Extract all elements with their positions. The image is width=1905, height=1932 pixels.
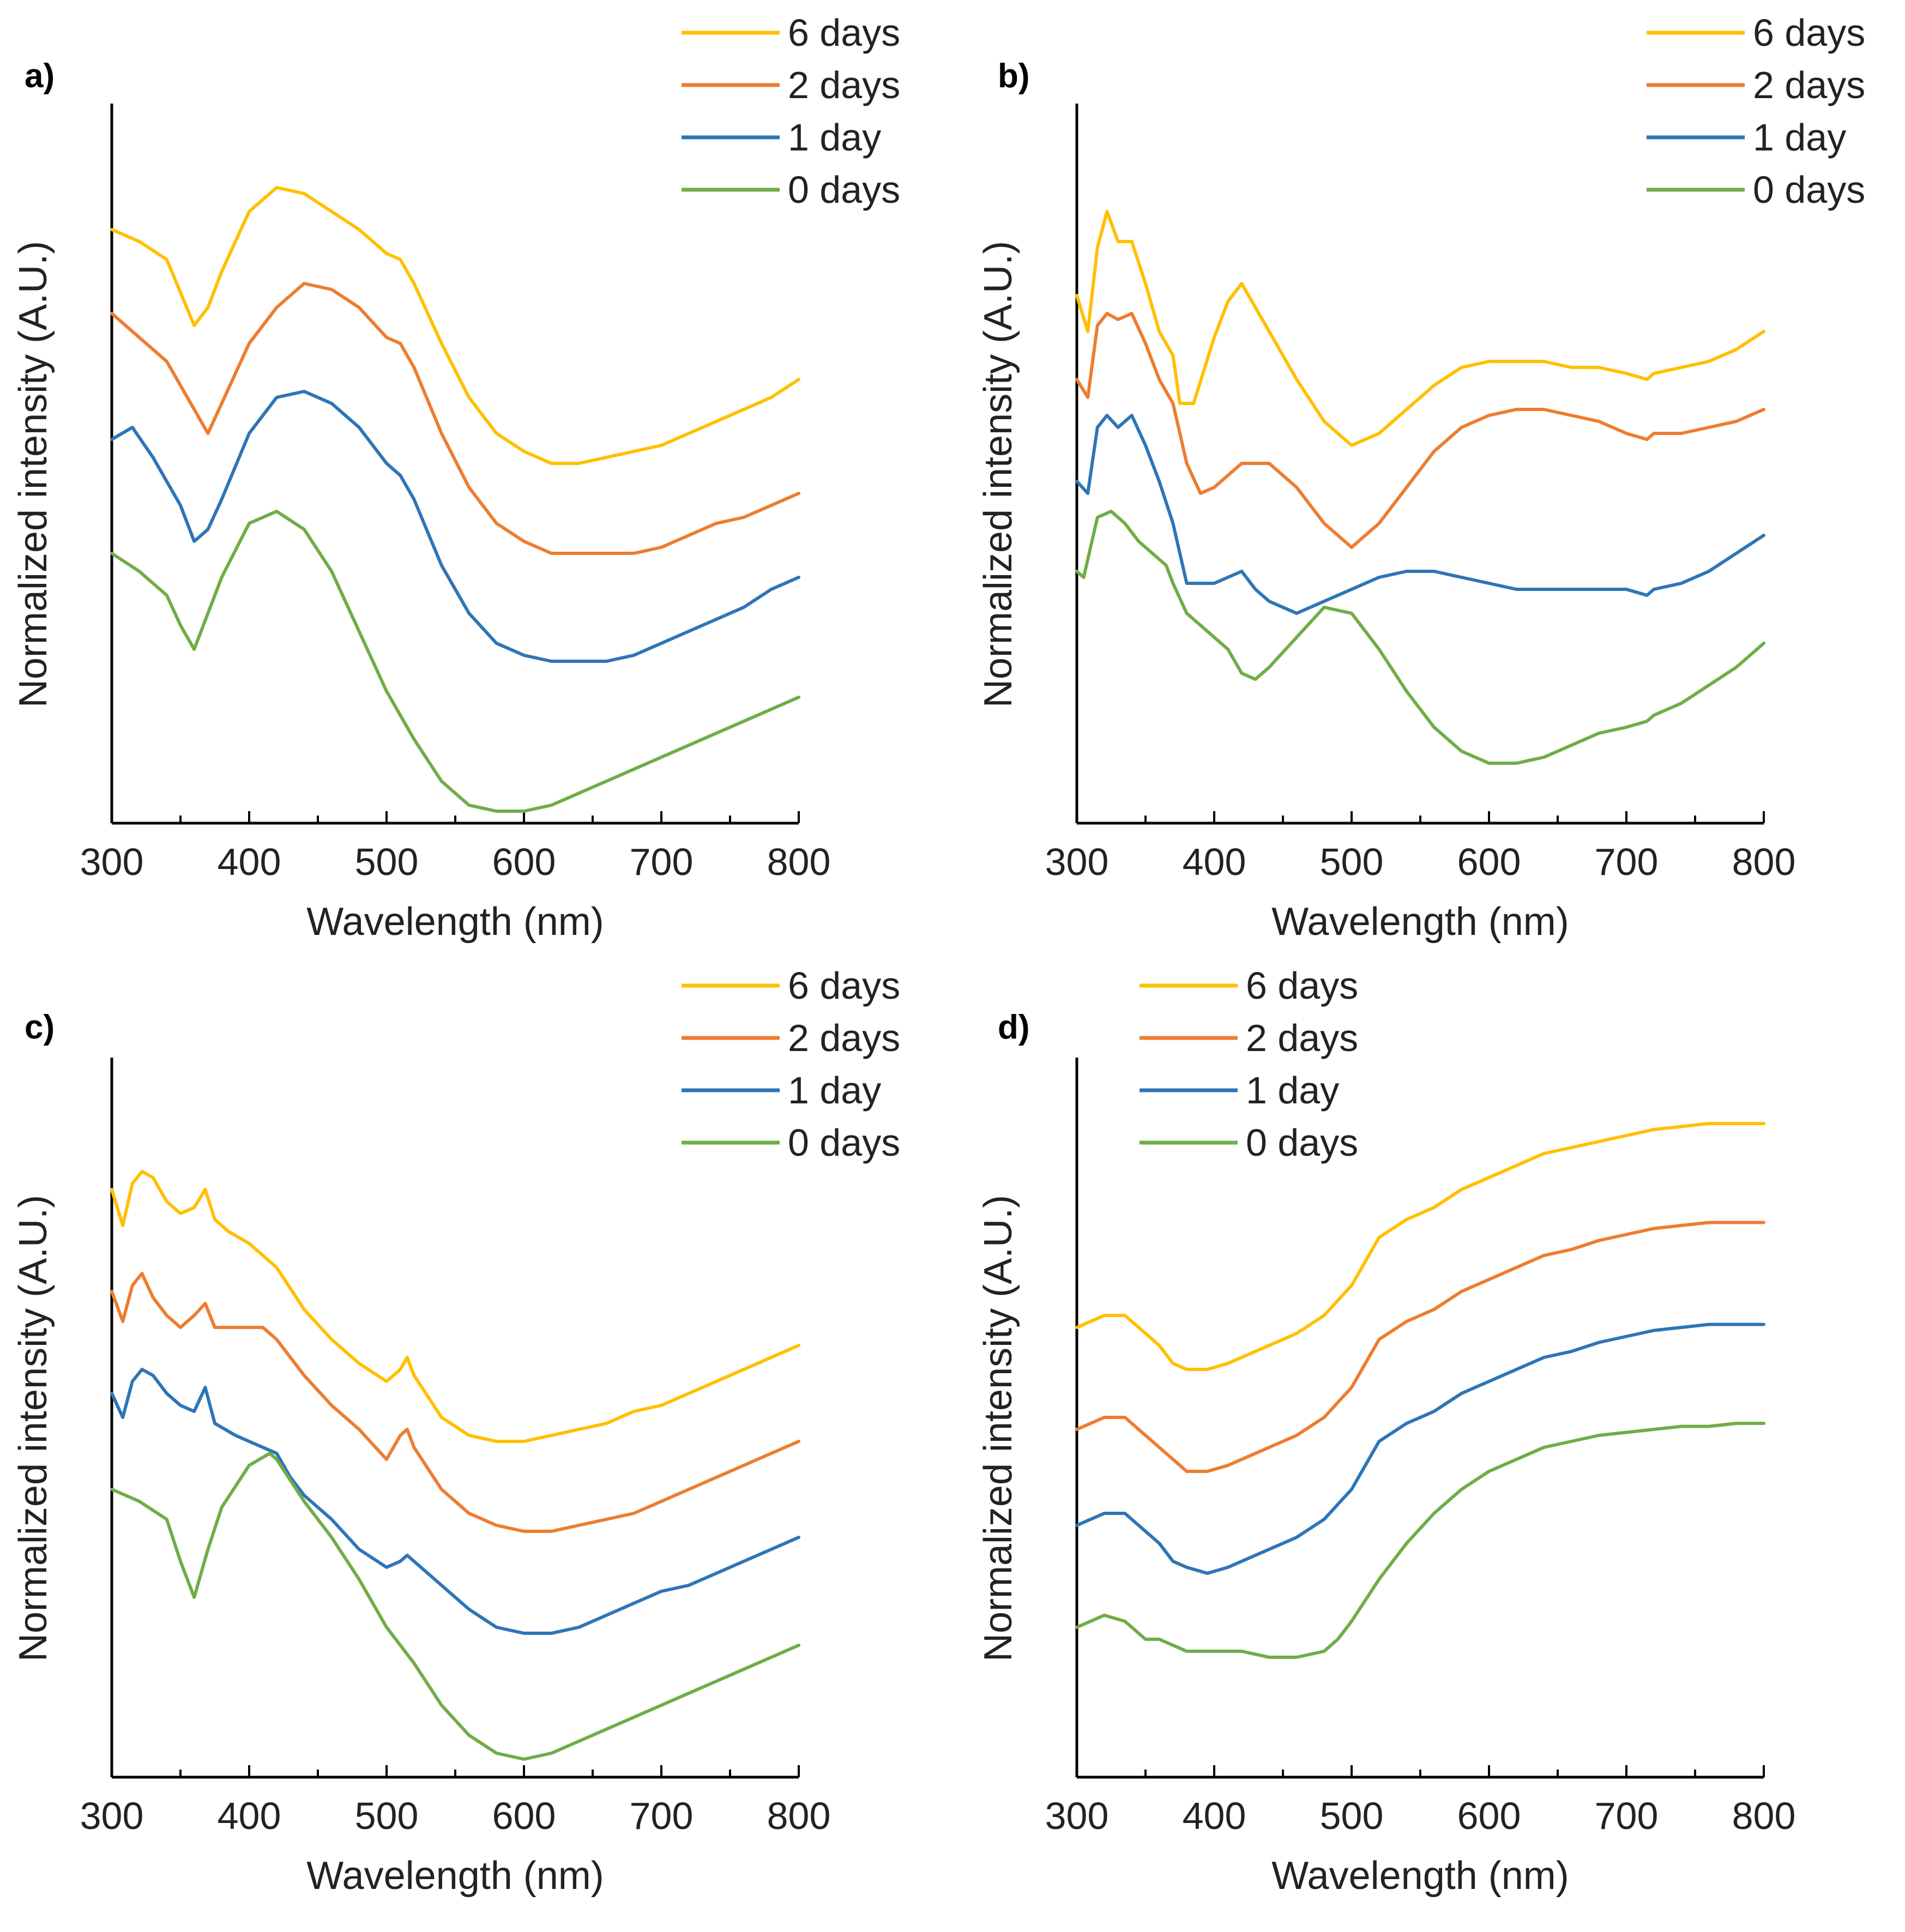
series-line-0-days — [1075, 1422, 1765, 1659]
series-line-0-days — [110, 510, 800, 813]
x-tick-label: 700 — [1595, 1795, 1659, 1837]
legend-label: 6 days — [788, 11, 900, 54]
x-axis-title: Wavelength (nm) — [306, 900, 604, 944]
series-line-6-days — [110, 186, 800, 465]
x-tick-label: 800 — [767, 841, 831, 883]
series-line-1-day — [1075, 414, 1765, 615]
x-tick-label: 300 — [80, 1795, 144, 1837]
x-tick-label: 400 — [1183, 841, 1246, 883]
x-tick-label: 800 — [1732, 1795, 1796, 1837]
x-tick-label: 700 — [630, 1795, 694, 1837]
y-axis-title: Normalized intensity (A.U.) — [11, 241, 55, 708]
series-line-1-day — [110, 390, 800, 663]
x-tick-label: 500 — [1320, 1795, 1384, 1837]
series-line-2-days — [1075, 312, 1765, 549]
x-tick-label: 700 — [630, 841, 694, 883]
x-tick-label: 400 — [1183, 1795, 1246, 1837]
chart-panel-4: d) 300 400 500 600 700 800 Wavelength (nm) Norma… — [976, 964, 1795, 1898]
legend-label: 0 days — [788, 1121, 900, 1164]
legend-label: 2 days — [788, 64, 900, 106]
legend-label: 1 day — [1753, 116, 1846, 159]
x-tick-label: 300 — [80, 841, 144, 883]
legend-label: 6 days — [1246, 964, 1358, 1007]
x-tick-label: 800 — [767, 1795, 831, 1837]
legend-label: 2 days — [1246, 1017, 1358, 1059]
legend-label: 2 days — [788, 1017, 900, 1059]
series-line-1-day — [1075, 1323, 1765, 1575]
series-line-6-days — [110, 1170, 800, 1443]
x-tick-label: 500 — [1320, 841, 1384, 883]
x-tick-label: 600 — [492, 1795, 556, 1837]
panel-label: d) — [998, 1009, 1030, 1046]
x-axis-title: Wavelength (nm) — [1271, 1854, 1569, 1898]
legend-label: 2 days — [1753, 64, 1865, 106]
series-line-6-days — [1075, 1122, 1765, 1371]
series-line-0-days — [110, 1452, 800, 1761]
x-axis-title: Wavelength (nm) — [306, 1854, 604, 1898]
panel-label: b) — [998, 57, 1030, 95]
series-line-0-days — [1075, 510, 1765, 765]
series-line-2-days — [110, 1272, 800, 1533]
x-axis-title: Wavelength (nm) — [1271, 900, 1569, 944]
series-line-1-day — [110, 1368, 800, 1635]
y-axis-title: Normalized intensity (A.U.) — [976, 1195, 1020, 1662]
legend-label: 1 day — [1246, 1069, 1339, 1112]
x-tick-label: 300 — [1045, 1795, 1109, 1837]
legend-label: 6 days — [1753, 11, 1865, 54]
legend-label: 1 day — [788, 1069, 881, 1112]
x-tick-label: 500 — [355, 841, 419, 883]
x-tick-label: 500 — [355, 1795, 419, 1837]
legend-label: 1 day — [788, 116, 881, 159]
legend-label: 6 days — [788, 964, 900, 1007]
legend-label: 0 days — [788, 168, 900, 211]
x-tick-label: 300 — [1045, 841, 1109, 883]
y-axis-title: Normalized intensity (A.U.) — [11, 1195, 55, 1662]
series-line-6-days — [1075, 210, 1765, 447]
panel-label: c) — [25, 1009, 55, 1046]
series-line-2-days — [110, 282, 800, 555]
chart-panel-1: a) 300 400 500 600 700 800 Wavelength (nm) Norma… — [11, 11, 900, 944]
legend-label: 0 days — [1753, 168, 1865, 211]
panel-label: a) — [25, 57, 55, 95]
chart-panel-2: b) 300 400 500 600 700 800 Wavelength (nm) Norma… — [976, 11, 1865, 944]
y-axis-title: Normalized intensity (A.U.) — [976, 241, 1020, 708]
x-tick-label: 800 — [1732, 841, 1796, 883]
x-tick-label: 600 — [1457, 1795, 1521, 1837]
chart-panel-3: c) 300 400 500 600 700 800 Wavelength (nm) Norma… — [11, 964, 900, 1898]
x-tick-label: 400 — [218, 841, 281, 883]
series-line-2-days — [1075, 1221, 1765, 1473]
x-tick-label: 700 — [1595, 841, 1659, 883]
x-tick-label: 600 — [492, 841, 556, 883]
legend-label: 0 days — [1246, 1121, 1358, 1164]
x-tick-label: 600 — [1457, 841, 1521, 883]
x-tick-label: 400 — [218, 1795, 281, 1837]
